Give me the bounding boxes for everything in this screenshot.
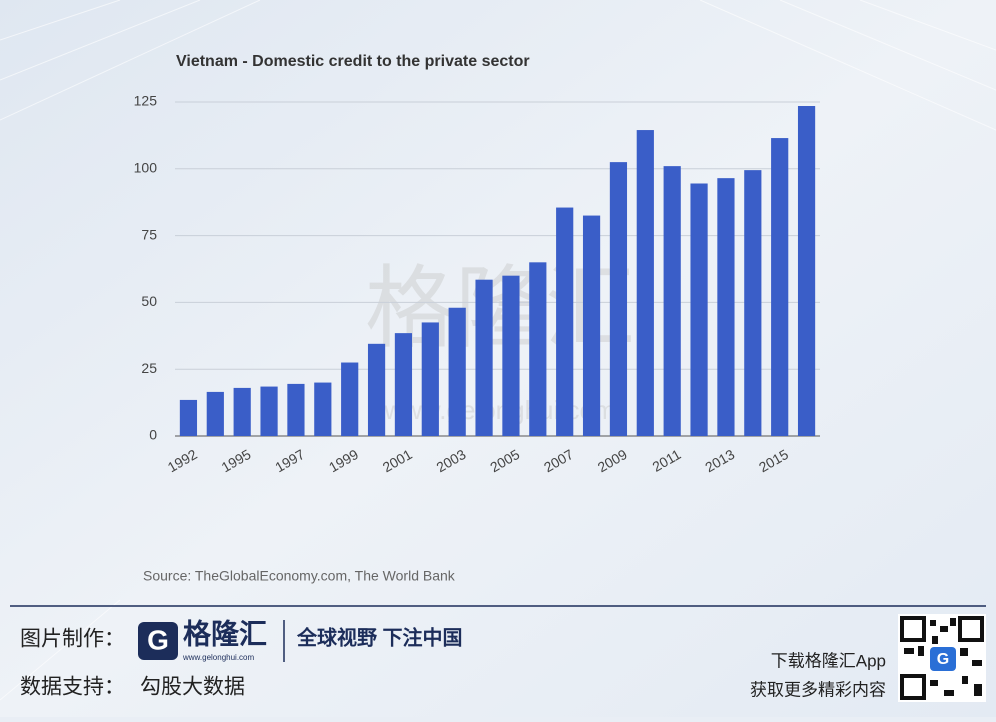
bar bbox=[179, 399, 198, 436]
bar bbox=[206, 391, 224, 436]
watermark-url: www.gelonghui.com bbox=[383, 395, 615, 425]
bar bbox=[771, 138, 789, 436]
bar bbox=[556, 207, 574, 436]
y-tick-label: 100 bbox=[134, 160, 158, 176]
bar bbox=[341, 362, 359, 436]
y-tick-label: 75 bbox=[141, 226, 157, 242]
chart-title: Vietnam - Domestic credit to the private… bbox=[176, 53, 530, 70]
bar bbox=[233, 387, 251, 436]
bar bbox=[744, 170, 762, 437]
bar bbox=[529, 262, 547, 436]
y-tick-label: 0 bbox=[149, 427, 157, 443]
svg-text:G: G bbox=[937, 651, 949, 668]
logo-icon bbox=[138, 622, 178, 660]
logo-g: G bbox=[147, 624, 169, 655]
bar bbox=[663, 166, 681, 437]
bar bbox=[314, 382, 332, 436]
qr-code: G bbox=[898, 614, 986, 702]
bar bbox=[636, 130, 654, 436]
logo-text: 格隆汇 bbox=[183, 618, 267, 649]
bar bbox=[582, 215, 601, 436]
bar bbox=[475, 279, 493, 436]
y-tick-label: 50 bbox=[141, 293, 157, 309]
y-tick-label: 25 bbox=[141, 360, 157, 376]
logo-url: www.gelonghui.com bbox=[182, 653, 254, 662]
bar bbox=[394, 333, 413, 436]
bar bbox=[502, 275, 520, 436]
bar bbox=[690, 183, 708, 436]
y-tick-label: 125 bbox=[134, 93, 158, 109]
bar bbox=[421, 322, 439, 436]
source: Source: TheGlobalEconomy.com, The World … bbox=[143, 568, 456, 584]
decor-lines bbox=[0, 0, 996, 701]
download: 下载格隆汇App bbox=[771, 651, 886, 670]
slogan: 全球视野 下注中国 bbox=[296, 625, 463, 649]
data-label: 数据支持： bbox=[20, 676, 125, 699]
bar bbox=[367, 343, 386, 436]
bar bbox=[448, 307, 466, 436]
bar bbox=[287, 383, 305, 436]
bar bbox=[260, 386, 278, 436]
more: 获取更多精彩内容 bbox=[750, 680, 886, 699]
data-provider: 勾股大数据 bbox=[140, 676, 245, 699]
bar bbox=[717, 178, 735, 437]
bar bbox=[797, 106, 816, 437]
bar bbox=[609, 162, 628, 436]
made-by-label: 图片制作： bbox=[20, 628, 125, 651]
